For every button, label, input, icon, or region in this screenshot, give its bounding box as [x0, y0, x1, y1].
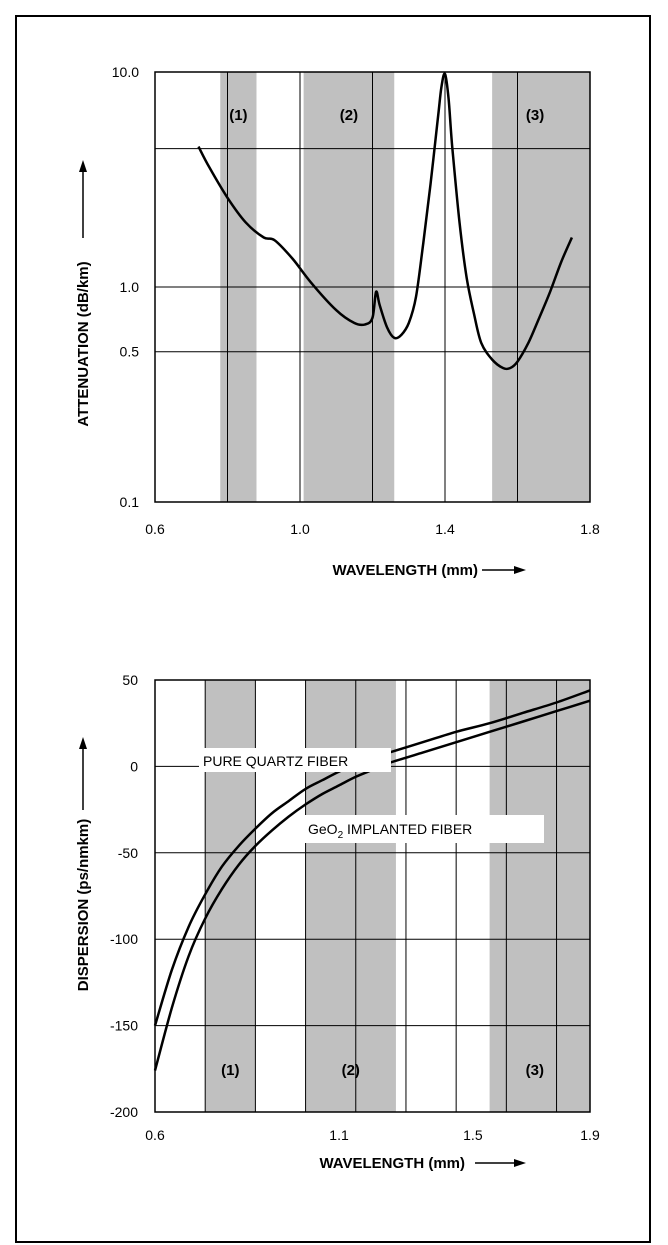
chart1-x-tick-label: 1.8 — [580, 521, 600, 537]
chart1-y-arrow — [79, 160, 87, 238]
chart2-x-arrow — [475, 1159, 526, 1167]
chart1-x-tick-label: 0.6 — [145, 521, 165, 537]
chart2-y-tick-label: 0 — [130, 758, 138, 774]
chart2-band-labels: (1) (2) (3) — [221, 1062, 544, 1079]
dispersion-chart: 50 0 -50 -100 -150 -200 0.6 1.1 1.5 1.9 (1) (2) (3… — [75, 672, 600, 1172]
chart1-plot-frame — [154, 71, 591, 503]
chart2-band-label: (1) — [221, 1062, 239, 1079]
chart2-y-tick-label: -50 — [118, 845, 138, 861]
chart2-y-arrow-head — [79, 737, 87, 749]
chart2-x-tick-label: 1.1 — [329, 1127, 349, 1143]
chart2-annotation-bg-geo2 — [304, 815, 544, 843]
chart1-band-label: (2) — [340, 107, 358, 124]
chart1-x-arrow — [482, 566, 526, 574]
chart2-x-tick-label: 1.9 — [580, 1127, 600, 1143]
chart1-x-tick-label: 1.0 — [290, 521, 310, 537]
chart1-y-ticks: 0.1 0.5 1.0 10.0 — [112, 64, 139, 510]
chart1-band-label: (1) — [229, 107, 247, 124]
chart1-x-ticks: 0.6 1.0 1.4 1.8 — [145, 521, 600, 537]
chart2-band-2 — [305, 680, 396, 1112]
chart2-y-tick-label: -200 — [110, 1104, 138, 1120]
chart2-annotation-pure-quartz: PURE QUARTZ FIBER — [203, 753, 348, 769]
attenuation-chart: 0.1 0.5 1.0 10.0 0.6 1.0 1.4 1.8 (1) (2) (3) WAV… — [75, 64, 600, 579]
chart2-plot-frame — [154, 679, 591, 1113]
chart1-y-tick-label: 10.0 — [112, 64, 139, 80]
chart1-band-label: (3) — [526, 107, 544, 124]
chart2-y-tick-label: 50 — [122, 672, 138, 688]
chart2-y-tick-label: -150 — [110, 1018, 138, 1034]
chart1-x-arrow-head — [514, 566, 526, 574]
chart2-y-arrow — [79, 737, 87, 810]
chart2-x-arrow-head — [514, 1159, 526, 1167]
chart1-x-tick-label: 1.4 — [435, 521, 455, 537]
chart1-y-axis-title: ATTENUATION (dB/km) — [75, 261, 92, 426]
chart2-band-label: (3) — [526, 1062, 544, 1079]
chart2-bands — [205, 680, 590, 1112]
chart2-y-axis-title: DISPERSION (ps/nmkm) — [75, 819, 92, 992]
chart1-x-axis-title: WAVELENGTH (mm) — [332, 562, 478, 579]
chart1-y-tick-label: 0.5 — [120, 344, 140, 360]
chart2-band-3 — [489, 680, 590, 1112]
chart2-x-ticks: 0.6 1.1 1.5 1.9 — [145, 1127, 600, 1143]
chart2-pure-quartz-line — [153, 689, 591, 1026]
chart1-y-tick-label: 0.1 — [120, 494, 140, 510]
chart2-annotation-bg-pure — [199, 748, 391, 772]
chart2-y-tick-label: -100 — [110, 931, 138, 947]
chart1-y-tick-label: 1.0 — [120, 279, 140, 295]
chart1-attenuation-line — [197, 72, 574, 371]
chart2-band-1 — [205, 680, 256, 1112]
chart2-annotation-geo2: GeO2 IMPLANTED FIBER — [308, 821, 472, 841]
chart2-x-axis-title: WAVELENGTH (mm) — [319, 1155, 465, 1172]
chart2-x-tick-label: 1.5 — [463, 1127, 483, 1143]
chart2-band-label: (2) — [342, 1062, 360, 1079]
chart2-x-tick-label: 0.6 — [145, 1127, 165, 1143]
chart2-y-ticks: 50 0 -50 -100 -150 -200 — [110, 672, 138, 1120]
chart2-geo2-line — [153, 699, 591, 1071]
chart1-band-labels: (1) (2) (3) — [229, 107, 544, 124]
chart1-y-arrow-head — [79, 160, 87, 172]
